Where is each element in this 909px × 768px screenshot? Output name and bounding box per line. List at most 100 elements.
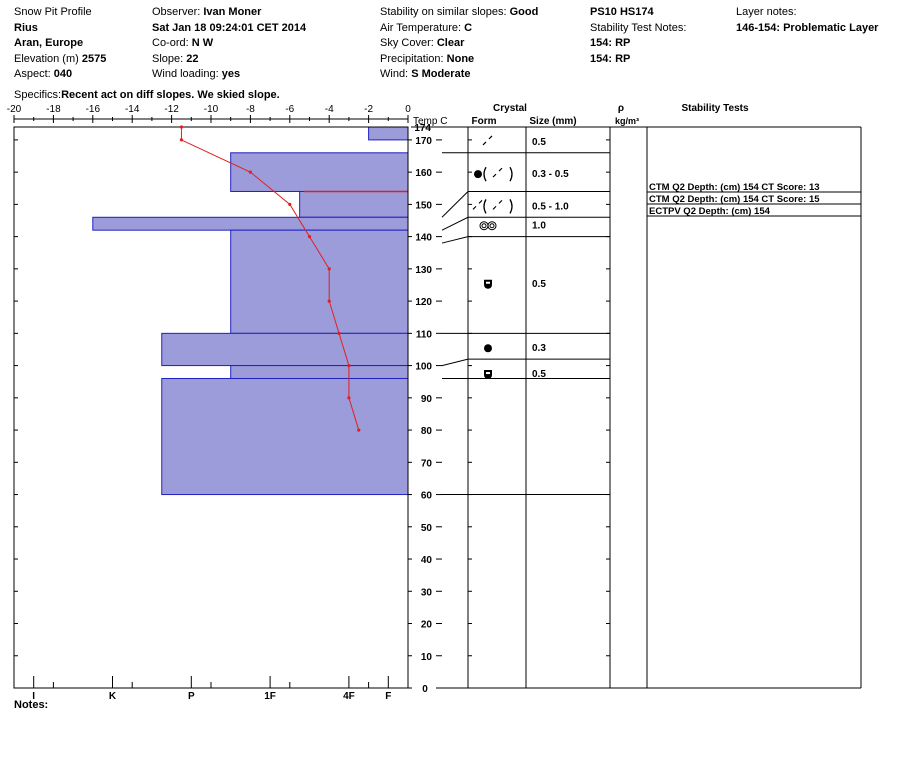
header-value: C [464, 21, 473, 34]
rounded-dot [484, 344, 492, 353]
hardness-bar-3 [92, 216, 409, 231]
faceted-rounded-shape [484, 279, 492, 289]
header-label: Sky Cover: [380, 37, 437, 49]
header-value: Rius [14, 21, 38, 34]
stability-test-text: ECTPV Q2 Depth: (cm) 154 [649, 206, 771, 217]
height-tick-label: 170 [415, 136, 432, 147]
header-value: 22 [186, 52, 199, 65]
stability-header: Stability Tests [681, 103, 748, 114]
height-tick-label: 50 [421, 523, 433, 534]
crystal-form-icon [474, 166, 513, 182]
temp-tick-label: -14 [125, 104, 140, 115]
header-value: Sat Jan 18 09:24:01 CET 2014 [152, 21, 307, 34]
header-value: 154: RP [590, 37, 631, 49]
height-tick-label: 10 [421, 652, 433, 663]
header-label: Wind: [380, 68, 412, 80]
header-col4-row-1: Stability Test Notes: [590, 21, 687, 34]
faceted-rounded-notch [486, 281, 490, 284]
temp-column-header: Temp C [413, 116, 447, 127]
hardness-label: F [385, 691, 391, 702]
header-col2-row-2: Co-ord: N W [152, 38, 213, 49]
hardness-bar-0 [368, 126, 409, 141]
header-col2-row-4: Wind loading: yes [152, 69, 240, 80]
header-col1-row-1: Rius [14, 21, 38, 34]
header-value: Ivan Moner [203, 6, 262, 18]
layer-boundary [441, 358, 610, 367]
height-tick-label: 60 [421, 491, 433, 502]
header-label: Air Temperature: [380, 21, 465, 34]
paren-left [483, 166, 487, 182]
specifics-label: Specifics: [14, 89, 62, 101]
header-label: Wind loading: [152, 68, 222, 80]
hardness-bar-5 [161, 332, 409, 367]
temperature-point [327, 299, 331, 303]
header-col3-row-2: Sky Cover: Clear [380, 38, 464, 49]
specifics-line: Specifics:Recent act on diff slopes. We … [14, 90, 280, 101]
notes-label: Notes: [14, 699, 49, 711]
header-label: Elevation (m) [14, 52, 82, 65]
height-tick-label: 150 [415, 200, 432, 211]
hardness-bar-7 [161, 377, 409, 496]
height-tick-label: 90 [421, 394, 433, 405]
temperature-point [337, 331, 341, 335]
header-col2-row-0: Observer: Ivan Moner [152, 7, 261, 18]
layer-boundary [441, 236, 610, 244]
header-value: 040 [53, 68, 73, 80]
crystal-size: 0.5 [532, 279, 546, 290]
hardness-bar-2 [299, 190, 409, 218]
header-value: None [446, 52, 475, 65]
faceted-rounded-notch [486, 372, 490, 375]
header-col1-row-2: Aran, Europe [14, 38, 83, 49]
height-tick-label: 130 [415, 265, 432, 276]
header-value: 2575 [81, 52, 107, 65]
temp-tick-label: -6 [285, 104, 294, 115]
height-tick-label: 70 [421, 458, 433, 469]
specifics-value: Recent act on diff slopes. We skied slop… [61, 89, 280, 101]
stability-test-text: CTM Q2 Depth: (cm) 154 CT Score: 13 [649, 182, 820, 193]
melt-circle-inner [481, 223, 487, 229]
height-tick-label: 160 [415, 168, 432, 179]
height-tick-label: 30 [421, 587, 433, 598]
height-tick-label: 140 [415, 233, 432, 244]
crystal-size: 0.5 [532, 369, 546, 380]
header-col3-row-1: Air Temperature: C [380, 21, 473, 34]
crystal-size: 0.3 - 0.5 [532, 169, 569, 180]
form-header: Form [472, 116, 497, 127]
paren-right [509, 166, 513, 182]
header-value: Good [509, 6, 539, 18]
temp-tick-label: -2 [364, 104, 373, 115]
header-label: Stability on similar slopes: [380, 6, 510, 18]
rho-header: ρ [618, 103, 624, 114]
header-value: yes [221, 68, 241, 80]
temp-tick-label: -10 [204, 104, 219, 115]
header-label: Slope: [152, 52, 187, 65]
rho-unit-header: kg/m³ [615, 116, 639, 126]
temp-tick-label: -18 [46, 104, 61, 115]
header-col3-row-0: Stability on similar slopes: Good [380, 7, 538, 18]
crystal-size: 0.5 [532, 137, 546, 148]
hardness-bar-6 [230, 365, 409, 379]
temp-tick-label: -8 [246, 104, 255, 115]
hardness-label: K [109, 691, 117, 702]
crystal-size: 0.3 [532, 343, 546, 354]
header-col5-row-0: Layer notes: [736, 7, 797, 18]
header-col5-row-1: 146-154: Problematic Layer [736, 21, 879, 34]
temperature-point [179, 125, 184, 129]
height-tick-label: 40 [421, 555, 433, 566]
crystal-size: 0.5 - 1.0 [532, 201, 569, 212]
header-col2-row-3: Slope: 22 [152, 52, 199, 65]
hardness-bar-1 [230, 152, 409, 192]
header-label: Stability Test Notes: [590, 21, 687, 34]
size-header: Size (mm) [529, 116, 576, 127]
header-col1-row-4: Aspect: 040 [14, 69, 72, 80]
hardness-label: I [32, 691, 35, 702]
header-col3-row-3: Precipitation: None [380, 52, 475, 65]
header-col1-row-3: Elevation (m) 2575 [14, 52, 107, 65]
header-value: S Moderate [411, 68, 471, 80]
header-value: 146-154: Problematic Layer [736, 21, 879, 34]
crystal-form-icon [484, 344, 492, 353]
header-label: Aspect: [14, 68, 54, 80]
height-tick-label: 110 [416, 329, 433, 340]
hardness-label: 4F [343, 691, 355, 702]
